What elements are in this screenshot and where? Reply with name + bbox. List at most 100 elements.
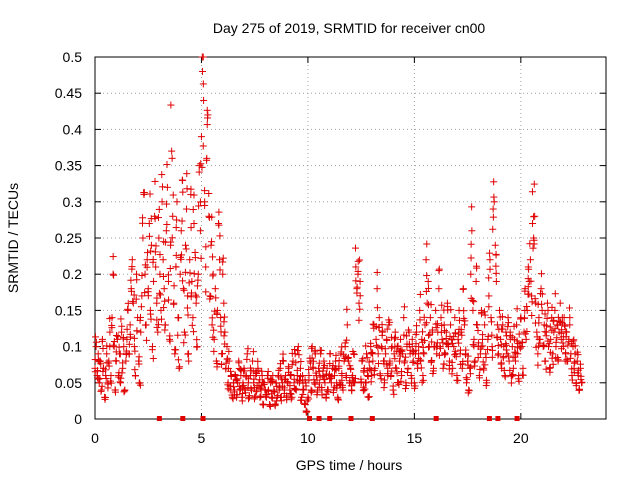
data-point	[494, 341, 502, 349]
data-point	[313, 388, 321, 396]
data-point	[241, 389, 249, 397]
data-point	[217, 314, 225, 322]
data-point	[435, 267, 443, 275]
chart-title: Day 275 of 2019, SRMTID for receiver cn0…	[213, 20, 486, 36]
data-point	[404, 365, 412, 373]
data-point	[305, 395, 313, 403]
data-point	[201, 201, 209, 209]
data-point	[355, 299, 363, 307]
data-point	[160, 238, 168, 246]
data-point	[373, 304, 381, 312]
data-point	[202, 243, 210, 251]
data-point	[153, 294, 161, 302]
data-point	[408, 343, 416, 351]
data-point	[308, 387, 316, 395]
data-point	[521, 330, 529, 338]
data-point	[206, 295, 214, 303]
data-point	[374, 350, 382, 358]
data-point	[245, 392, 253, 400]
data-point	[343, 321, 351, 329]
data-point	[450, 333, 458, 341]
data-point	[564, 341, 572, 349]
y-tick-label: 0.15	[55, 302, 82, 318]
data-point	[97, 360, 105, 368]
data-point	[468, 227, 476, 235]
data-point	[427, 358, 435, 366]
data-point	[195, 168, 203, 176]
data-point	[462, 374, 470, 382]
data-point	[518, 338, 526, 346]
data-point	[181, 241, 189, 249]
data-point	[133, 327, 141, 335]
data-point	[239, 381, 247, 389]
data-point	[219, 258, 227, 266]
y-tick-label: 0.3	[63, 194, 83, 210]
data-point	[467, 363, 475, 371]
data-point	[262, 392, 270, 400]
data-point	[485, 303, 493, 311]
data-point	[416, 316, 424, 324]
zero-marker	[180, 416, 186, 421]
data-point	[419, 349, 427, 357]
data-point	[287, 395, 295, 403]
data-point	[541, 310, 549, 318]
data-point	[180, 339, 188, 347]
data-point	[534, 350, 542, 358]
data-point	[178, 217, 186, 225]
data-point	[523, 306, 531, 314]
data-point	[172, 263, 180, 271]
data-point	[436, 343, 444, 351]
data-point	[474, 353, 482, 361]
data-point	[464, 352, 472, 360]
data-point	[300, 386, 308, 394]
data-point	[143, 256, 151, 264]
data-point	[492, 269, 500, 277]
data-point	[403, 369, 411, 377]
data-point	[147, 241, 155, 249]
data-point	[505, 319, 513, 327]
data-point	[491, 241, 499, 249]
data-point	[542, 322, 550, 330]
data-point	[223, 343, 231, 351]
data-point	[486, 256, 494, 264]
data-point	[436, 344, 444, 352]
data-point	[110, 271, 118, 279]
data-point	[241, 367, 249, 375]
data-point	[172, 224, 180, 232]
data-point	[530, 240, 538, 248]
data-point	[481, 311, 489, 319]
data-point	[402, 385, 410, 393]
data-point	[487, 314, 495, 322]
data-point	[169, 191, 177, 199]
data-point	[478, 308, 486, 316]
data-point	[479, 331, 487, 339]
data-point	[525, 265, 533, 273]
data-point	[216, 266, 224, 274]
data-point	[467, 240, 475, 248]
data-point	[268, 394, 276, 402]
data-point	[358, 357, 366, 365]
data-point	[145, 232, 153, 240]
data-point	[180, 328, 188, 336]
data-point	[513, 321, 521, 329]
data-point	[331, 365, 339, 373]
data-point	[473, 264, 481, 272]
data-point	[192, 299, 200, 307]
data-point	[290, 375, 298, 383]
data-point	[163, 220, 171, 228]
data-point	[324, 388, 332, 396]
data-point	[354, 257, 362, 265]
data-point	[186, 269, 194, 277]
data-point	[404, 326, 412, 334]
data-point	[514, 340, 522, 348]
data-point	[258, 367, 266, 375]
zero-marker	[156, 416, 162, 421]
data-point	[244, 345, 252, 353]
data-point	[102, 366, 110, 374]
data-point	[482, 376, 490, 384]
data-point	[543, 299, 551, 307]
data-point	[126, 330, 134, 338]
data-point	[146, 190, 154, 198]
data-point	[108, 314, 116, 322]
data-point	[148, 346, 156, 354]
